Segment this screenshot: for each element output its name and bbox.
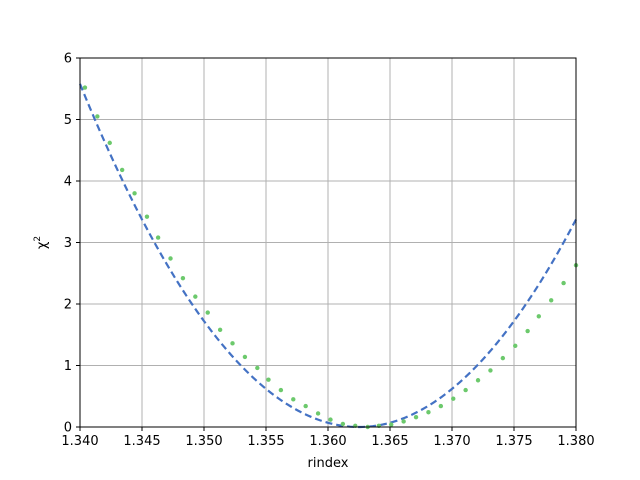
y-tick-label: 1 bbox=[64, 359, 72, 374]
data-point bbox=[303, 403, 308, 409]
data-point bbox=[144, 214, 150, 219]
data-point bbox=[205, 310, 210, 315]
x-tick-label: 1.365 bbox=[371, 434, 408, 449]
data-point bbox=[525, 328, 530, 334]
x-tick-label: 1.355 bbox=[247, 434, 284, 449]
data-point bbox=[513, 343, 518, 349]
y-tick-label: 4 bbox=[64, 175, 72, 190]
data-point bbox=[438, 403, 444, 409]
data-point bbox=[95, 114, 100, 119]
x-tick-label: 1.375 bbox=[495, 434, 532, 449]
x-tick-label: 1.345 bbox=[123, 434, 160, 449]
grid bbox=[79, 57, 577, 428]
data-points-layer bbox=[82, 85, 579, 430]
data-point bbox=[340, 421, 346, 427]
data-point bbox=[488, 368, 493, 373]
data-point bbox=[328, 417, 333, 422]
data-point bbox=[82, 85, 88, 90]
data-point bbox=[168, 256, 173, 261]
data-point bbox=[155, 235, 161, 240]
x-axis-ticks: 1.340 1.345 1.350 1.355 1.360 1.365 1.370 1.375… bbox=[61, 427, 595, 449]
y-axis-label-superscript: 2 bbox=[33, 236, 43, 242]
fit-curve-line bbox=[78, 83, 577, 429]
fit-curve-layer bbox=[78, 83, 577, 429]
x-tick-label: 1.370 bbox=[433, 434, 470, 449]
data-point bbox=[255, 365, 260, 371]
y-tick-label: 6 bbox=[64, 52, 72, 67]
data-point bbox=[549, 298, 554, 303]
data-point bbox=[266, 377, 271, 382]
data-point bbox=[426, 410, 431, 415]
x-tick-label: 1.360 bbox=[309, 434, 346, 449]
x-tick-label: 1.380 bbox=[557, 434, 594, 449]
x-tick-label: 1.350 bbox=[185, 434, 222, 449]
y-axis-ticks: 0 1 2 3 4 5 6 bbox=[64, 52, 80, 436]
data-point bbox=[119, 167, 125, 173]
data-point bbox=[500, 355, 506, 361]
data-point bbox=[230, 341, 235, 346]
data-point bbox=[132, 191, 137, 196]
data-point bbox=[193, 294, 198, 299]
data-point bbox=[291, 397, 296, 402]
y-axis-label: χ2 bbox=[33, 236, 50, 249]
data-point bbox=[217, 327, 223, 333]
data-point bbox=[463, 387, 468, 393]
data-point bbox=[180, 275, 186, 281]
data-point bbox=[401, 419, 406, 424]
y-tick-label: 0 bbox=[64, 421, 72, 436]
data-point bbox=[451, 396, 456, 401]
y-tick-label: 5 bbox=[64, 113, 72, 128]
data-point bbox=[389, 422, 394, 427]
data-point bbox=[315, 411, 321, 416]
data-point bbox=[413, 414, 419, 420]
data-point bbox=[475, 378, 481, 383]
y-tick-label: 2 bbox=[64, 298, 72, 313]
x-axis-label: rindex bbox=[308, 456, 349, 471]
y-tick-label: 3 bbox=[64, 236, 72, 251]
data-point bbox=[536, 314, 541, 319]
data-point bbox=[242, 354, 248, 360]
data-point bbox=[278, 387, 284, 393]
data-point bbox=[107, 140, 112, 146]
x-tick-label: 1.340 bbox=[61, 434, 98, 449]
y-axis-label-base: χ bbox=[35, 241, 50, 249]
data-point bbox=[561, 280, 566, 286]
